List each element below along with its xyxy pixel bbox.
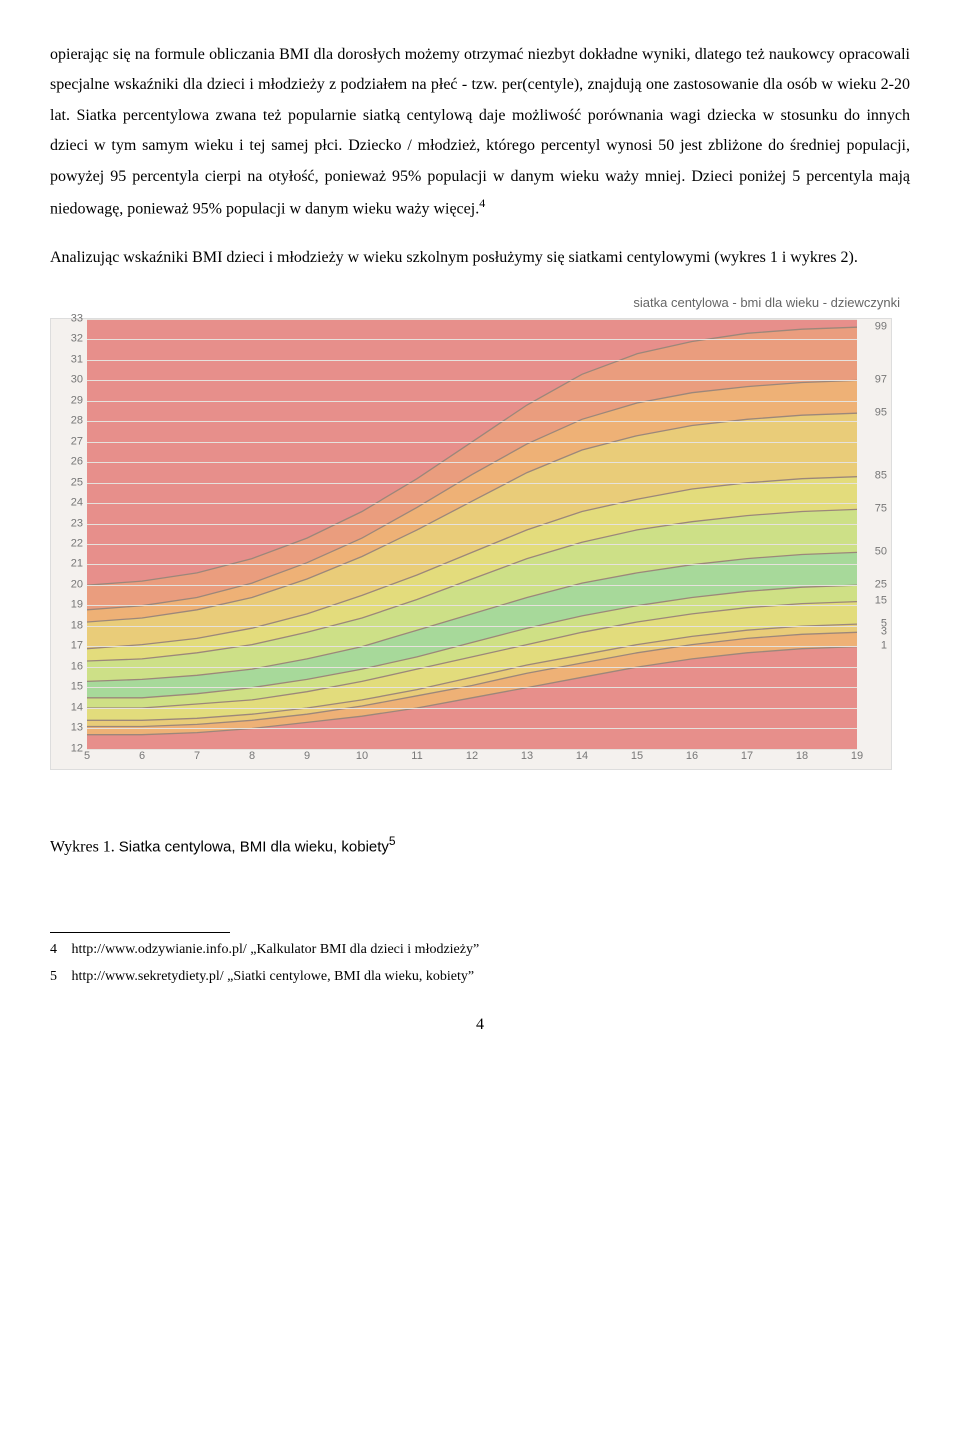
gridline	[87, 401, 857, 402]
page-number: 4	[50, 1010, 910, 1040]
y-tick: 27	[71, 431, 83, 452]
y-tick: 31	[71, 349, 83, 370]
percentile-label-75: 75	[875, 499, 887, 520]
y-tick: 21	[71, 554, 83, 575]
chart-title: siatka centylowa - bmi dla wieku - dziew…	[50, 291, 900, 316]
gridline	[87, 421, 857, 422]
gridline	[87, 687, 857, 688]
body-paragraph-1: opierając się na formule obliczania BMI …	[50, 40, 910, 225]
footnotes: 4 http://www.odzywianie.info.pl/ „Kalkul…	[50, 939, 910, 988]
y-tick: 16	[71, 656, 83, 677]
y-tick: 25	[71, 472, 83, 493]
percentile-label-85: 85	[875, 466, 887, 487]
percentile-label-1: 1	[881, 636, 887, 657]
gridline	[87, 708, 857, 709]
gridline	[87, 626, 857, 627]
gridline	[87, 605, 857, 606]
percentile-label-50: 50	[875, 542, 887, 563]
footnote-ref-4: 4	[479, 196, 485, 210]
y-tick: 18	[71, 615, 83, 636]
gridline	[87, 564, 857, 565]
footnote-ref-5: 5	[389, 834, 396, 848]
percentile-label-15: 15	[875, 591, 887, 612]
gridline	[87, 728, 857, 729]
footnote-separator	[50, 932, 230, 933]
caption-prefix: Wykres 1.	[50, 838, 119, 855]
caption-text: Siatka centylowa, BMI dla wieku, kobiety	[119, 838, 389, 855]
y-tick: 26	[71, 452, 83, 473]
gridline	[87, 749, 857, 750]
y-tick: 13	[71, 718, 83, 739]
footnote-5: 5 http://www.sekretydiety.pl/ „Siatki ce…	[50, 966, 910, 988]
gridline	[87, 380, 857, 381]
y-tick: 24	[71, 493, 83, 514]
gridline	[87, 503, 857, 504]
y-tick: 14	[71, 697, 83, 718]
gridline	[87, 585, 857, 586]
x-axis: 5678910111213141516171819	[87, 749, 857, 769]
y-tick: 12	[71, 738, 83, 759]
y-tick: 19	[71, 595, 83, 616]
gridline	[87, 544, 857, 545]
footnote-4: 4 http://www.odzywianie.info.pl/ „Kalkul…	[50, 939, 910, 961]
y-tick: 32	[71, 329, 83, 350]
y-tick: 29	[71, 390, 83, 411]
y-tick: 30	[71, 370, 83, 391]
plot-area	[87, 319, 857, 749]
percentile-chart: bmi lata Sekrety Diety www.sekretydiety.…	[50, 318, 892, 770]
figure-caption: Wykres 1. Siatka centylowa, BMI dla wiek…	[50, 830, 910, 863]
gridline	[87, 524, 857, 525]
percentile-label-99: 99	[875, 316, 887, 337]
gridline	[87, 339, 857, 340]
gridline	[87, 360, 857, 361]
y-tick: 15	[71, 677, 83, 698]
gridline	[87, 319, 857, 320]
body-paragraph-2: Analizując wskaźniki BMI dzieci i młodzi…	[50, 243, 910, 273]
y-tick: 28	[71, 411, 83, 432]
y-axis: 1213141516171819202122232425262728293031…	[51, 319, 87, 749]
gridline	[87, 646, 857, 647]
gridline	[87, 462, 857, 463]
y-tick: 22	[71, 534, 83, 555]
y-tick: 20	[71, 574, 83, 595]
p1-text: opierając się na formule obliczania BMI …	[50, 46, 910, 217]
y-tick: 23	[71, 513, 83, 534]
percentile-chart-container: siatka centylowa - bmi dla wieku - dziew…	[50, 291, 910, 770]
gridline	[87, 667, 857, 668]
percentile-label-97: 97	[875, 370, 887, 391]
gridline	[87, 483, 857, 484]
y-tick: 17	[71, 636, 83, 657]
percentile-label-95: 95	[875, 402, 887, 423]
gridline	[87, 442, 857, 443]
y-tick: 33	[71, 308, 83, 329]
